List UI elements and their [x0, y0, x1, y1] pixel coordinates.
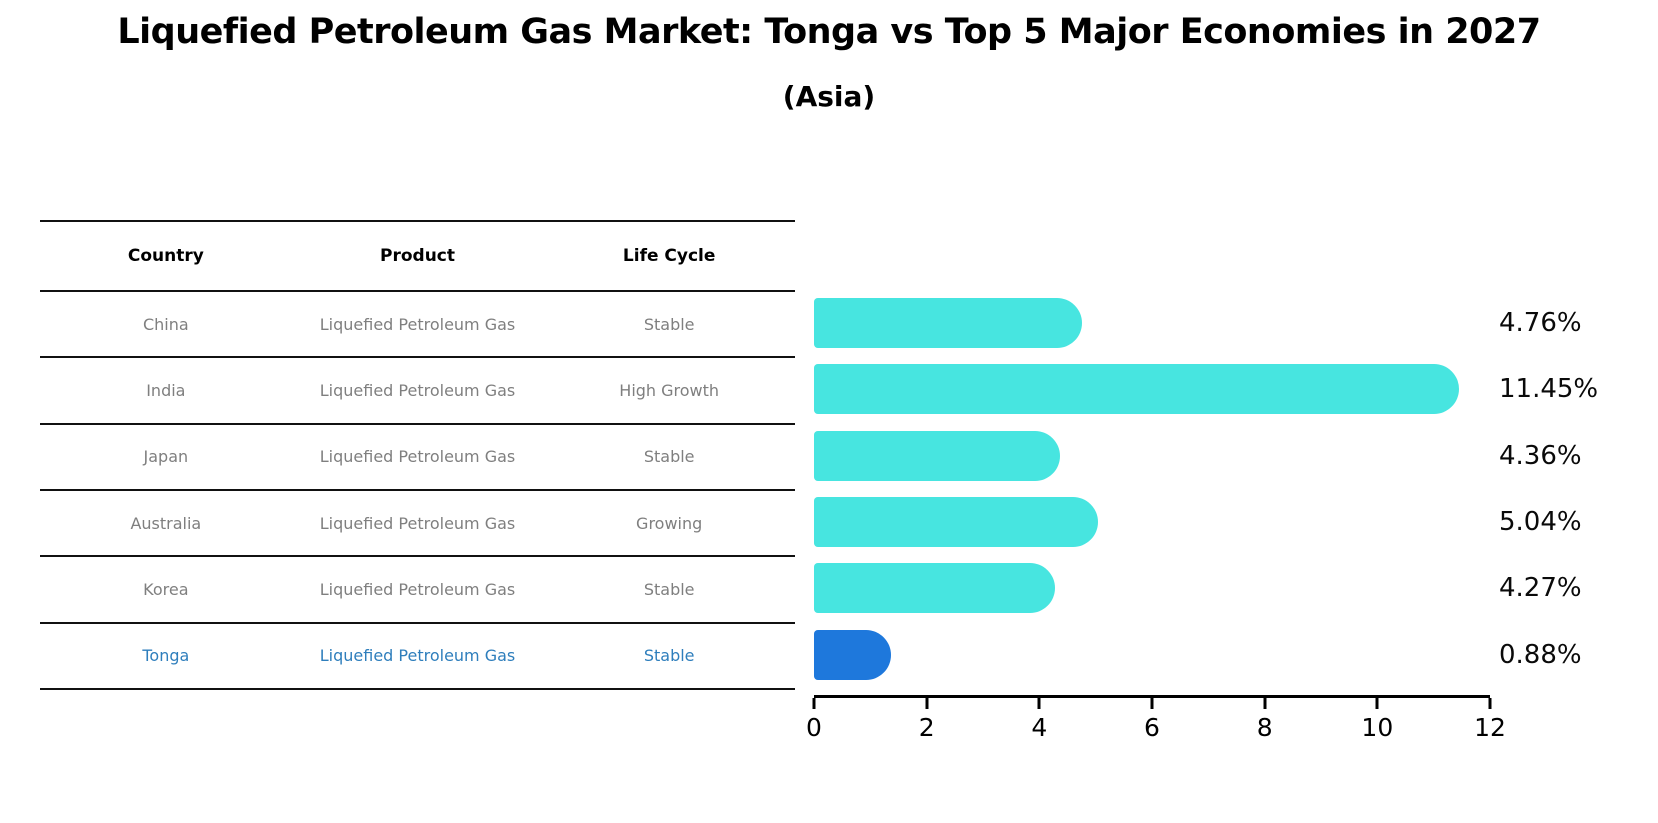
- product-cell: Liquefied Petroleum Gas: [319, 314, 516, 334]
- bar-row-japan: [814, 423, 1490, 489]
- x-axis-tick: [1488, 698, 1492, 709]
- table-row-china: China Liquefied Petroleum Gas Stable: [40, 292, 795, 359]
- life-cycle-cell: Stable: [643, 447, 695, 467]
- bar-row-india: [814, 356, 1490, 422]
- bar-row-australia: [814, 489, 1490, 555]
- x-axis-tick-label: 10: [1361, 713, 1394, 742]
- x-axis-tick-label: 8: [1256, 713, 1273, 742]
- country-cell: Japan: [143, 447, 189, 467]
- x-axis-tick: [812, 698, 816, 709]
- table-row-tonga: Tonga Liquefied Petroleum Gas Stable: [40, 624, 795, 690]
- column-header-product: Product: [380, 246, 455, 266]
- x-axis-tick: [1150, 698, 1154, 709]
- column-header-life-cycle: Life Cycle: [622, 246, 716, 266]
- bar-tonga: [814, 629, 891, 680]
- country-cell: Tonga: [142, 646, 190, 666]
- x-axis-tick-label: 0: [806, 713, 822, 742]
- x-axis-tick-label: 6: [1144, 713, 1160, 742]
- country-cell: Australia: [130, 513, 202, 533]
- life-cycle-cell: Stable: [643, 314, 695, 334]
- bar-india: [814, 364, 1460, 415]
- x-axis-tick: [1037, 698, 1041, 709]
- value-label-column: 4.76% 11.45% 4.36% 5.04% 4.27% 0.88%: [1499, 290, 1655, 688]
- value-label-tonga: 0.88%: [1499, 639, 1582, 670]
- x-axis-tick: [1375, 698, 1379, 709]
- life-cycle-cell: Stable: [643, 646, 695, 666]
- product-cell: Liquefied Petroleum Gas: [319, 646, 516, 666]
- country-cell: Korea: [143, 579, 189, 599]
- bar-row-tonga: [814, 622, 1490, 688]
- table-header-row: Country Product Life Cycle: [40, 222, 795, 292]
- value-label-japan: 4.36%: [1499, 440, 1582, 471]
- bar-row-korea: [814, 555, 1490, 621]
- x-axis-tick: [925, 698, 929, 709]
- bar-korea: [814, 563, 1055, 614]
- x-axis: 0 2 4 6 8 10 12: [806, 695, 1506, 748]
- table-row-india: India Liquefied Petroleum Gas High Growt…: [40, 358, 795, 425]
- x-axis-tick-label: 4: [1031, 713, 1048, 742]
- life-cycle-cell: High Growth: [619, 380, 720, 400]
- x-axis-tick-label: 2: [918, 713, 935, 742]
- value-label-china: 4.76%: [1499, 308, 1582, 339]
- table-row-japan: Japan Liquefied Petroleum Gas Stable: [40, 425, 795, 491]
- bar-china: [814, 298, 1083, 349]
- x-axis-tick-label: 12: [1474, 713, 1506, 742]
- bar-row-china: [814, 290, 1490, 356]
- table-row-korea: Korea Liquefied Petroleum Gas Stable: [40, 557, 795, 624]
- page-title: Liquefied Petroleum Gas Market: Tonga vs…: [117, 12, 1541, 52]
- life-cycle-cell: Stable: [643, 579, 695, 599]
- bar-japan: [814, 430, 1060, 481]
- country-info-table: Country Product Life Cycle China Liquefi…: [40, 220, 795, 690]
- product-cell: Liquefied Petroleum Gas: [319, 380, 516, 400]
- page-subtitle: (Asia): [782, 80, 876, 113]
- table-row-australia: Australia Liquefied Petroleum Gas Growin…: [40, 491, 795, 558]
- bar-chart-plot-area: [814, 290, 1490, 688]
- country-cell: China: [142, 314, 189, 334]
- country-cell: India: [146, 380, 186, 400]
- product-cell: Liquefied Petroleum Gas: [319, 513, 516, 533]
- value-label-korea: 4.27%: [1499, 573, 1582, 604]
- bar-australia: [814, 497, 1098, 548]
- value-label-australia: 5.04%: [1499, 507, 1582, 538]
- column-header-country: Country: [127, 246, 204, 266]
- value-label-india: 11.45%: [1499, 374, 1599, 405]
- x-axis-tick: [1263, 698, 1267, 709]
- product-cell: Liquefied Petroleum Gas: [319, 447, 516, 467]
- product-cell: Liquefied Petroleum Gas: [319, 579, 516, 599]
- life-cycle-cell: Growing: [636, 513, 703, 533]
